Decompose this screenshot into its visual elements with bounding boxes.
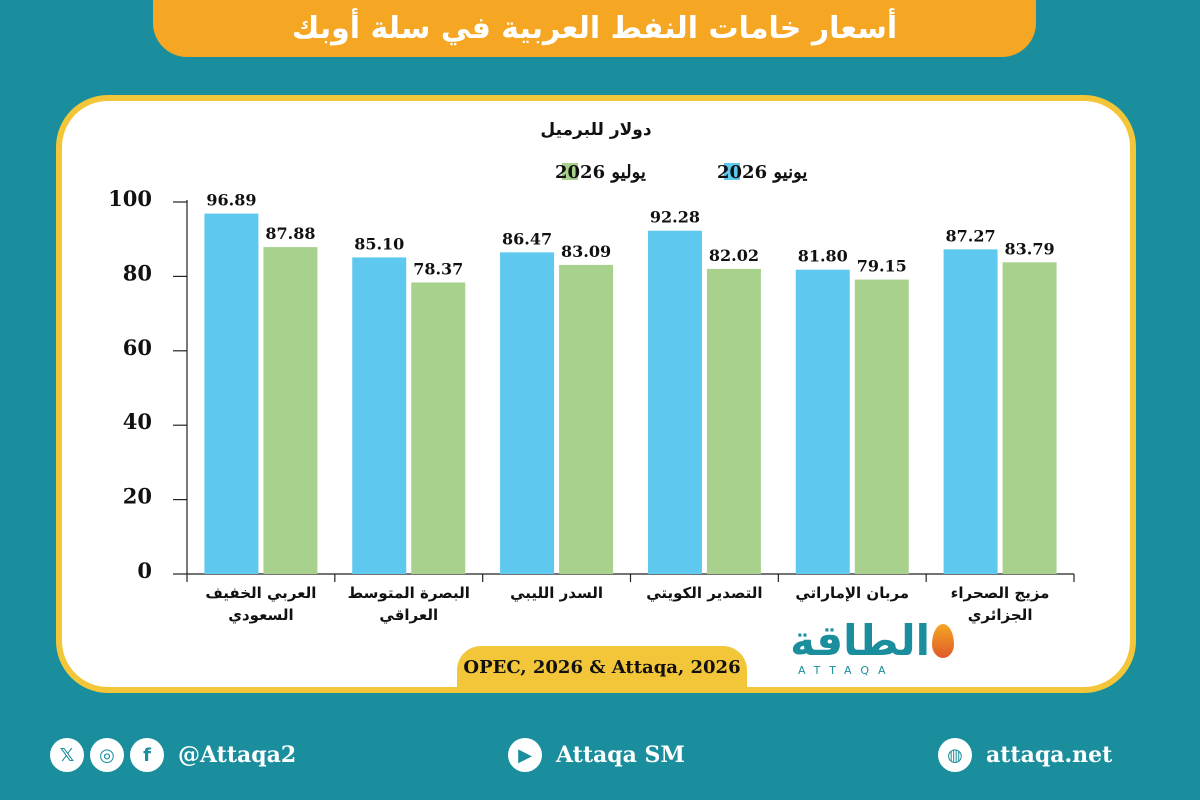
youtube-channel[interactable]: Attaqa SM [556, 742, 685, 768]
youtube-icon[interactable]: ▶ [508, 738, 542, 772]
y-tick-label: 100 [108, 186, 152, 211]
x-tick-label: الجزائري [968, 606, 1033, 625]
x-tick-label: مزيج الصحراء [951, 584, 1050, 602]
bar-value-label: 87.88 [265, 224, 315, 243]
x-tick-label: السعودي [228, 606, 293, 625]
bar-value-label: 78.37 [413, 259, 463, 278]
source-label: OPEC, 2026 & Attaqa, 2026 [457, 646, 747, 688]
y-tick-label: 20 [123, 484, 152, 509]
y-tick-label: 0 [137, 558, 152, 583]
title-banner: أسعار خامات النفط العربية في سلة أوبك [153, 0, 1036, 57]
bar [1002, 262, 1057, 574]
bar-value-label: 81.80 [798, 247, 848, 266]
attaqa-logo: الطاقة ATTAQA [790, 618, 970, 682]
legend-label: يونيو 2026 [717, 162, 807, 183]
bar [559, 264, 614, 574]
bar-value-label: 96.89 [206, 191, 256, 210]
bar-value-label: 92.28 [650, 208, 700, 227]
y-tick-label: 80 [123, 260, 152, 285]
bar [411, 282, 466, 574]
instagram-icon[interactable]: ◎ [90, 738, 124, 772]
bar [647, 230, 702, 575]
x-tick-label: العربي الخفيف [205, 584, 316, 602]
y-axis-title: دولار للبرميل [540, 120, 651, 140]
bar-chart: دولار للبرميل يونيو 2026 يوليو 2026 0 20 40 60… [108, 120, 1075, 625]
social-handle[interactable]: @Attaqa2 [178, 742, 297, 768]
source-text: OPEC, 2026 & Attaqa, 2026 [463, 656, 741, 678]
bar-value-label: 82.02 [709, 246, 759, 265]
chart-card: دولار للبرميل يونيو 2026 يوليو 2026 0 20 40 60… [62, 101, 1130, 687]
facebook-icon[interactable]: f [130, 738, 164, 772]
bar-value-label: 86.47 [502, 229, 552, 248]
bar [854, 279, 909, 574]
x-tick-label: مربان الإماراتي [795, 584, 909, 602]
globe-icon[interactable]: ◍ [938, 738, 972, 772]
x-tick-label: السدر الليبي [510, 584, 603, 602]
logo-subtitle: ATTAQA [798, 664, 895, 677]
x-tick-label: التصدير الكويتي [646, 584, 762, 602]
bar [500, 252, 555, 574]
footer-youtube: ▶ Attaqa SM [508, 735, 685, 775]
bar [795, 269, 850, 574]
footer-website: ◍ attaqa.net [938, 735, 1112, 775]
page-title: أسعار خامات النفط العربية في سلة أوبك [291, 11, 898, 46]
y-tick-label: 40 [123, 409, 152, 434]
bar-value-label: 83.09 [561, 242, 611, 261]
bar-value-label: 85.10 [354, 234, 404, 253]
bar [706, 268, 761, 574]
legend-swatch [724, 163, 740, 180]
x-tick-label: العراقي [379, 606, 438, 624]
bar [263, 247, 318, 574]
legend-swatch [562, 163, 578, 180]
legend-label: يوليو 2026 [555, 162, 646, 183]
bar [204, 213, 259, 574]
bar [943, 249, 998, 575]
bar-value-label: 83.79 [1005, 239, 1055, 258]
y-tick-label: 60 [123, 335, 152, 360]
website-link[interactable]: attaqa.net [986, 742, 1113, 768]
bar-value-label: 87.27 [946, 226, 996, 245]
bar-value-label: 79.15 [857, 257, 907, 276]
x-tick-label: البصرة المتوسط [348, 584, 470, 602]
bar [352, 257, 407, 574]
x-icon[interactable]: 𝕏 [50, 738, 84, 772]
logo-name: الطاقة [790, 616, 930, 665]
footer-social: 𝕏 ◎ f @Attaqa2 [50, 735, 296, 775]
drop-icon [932, 624, 954, 658]
